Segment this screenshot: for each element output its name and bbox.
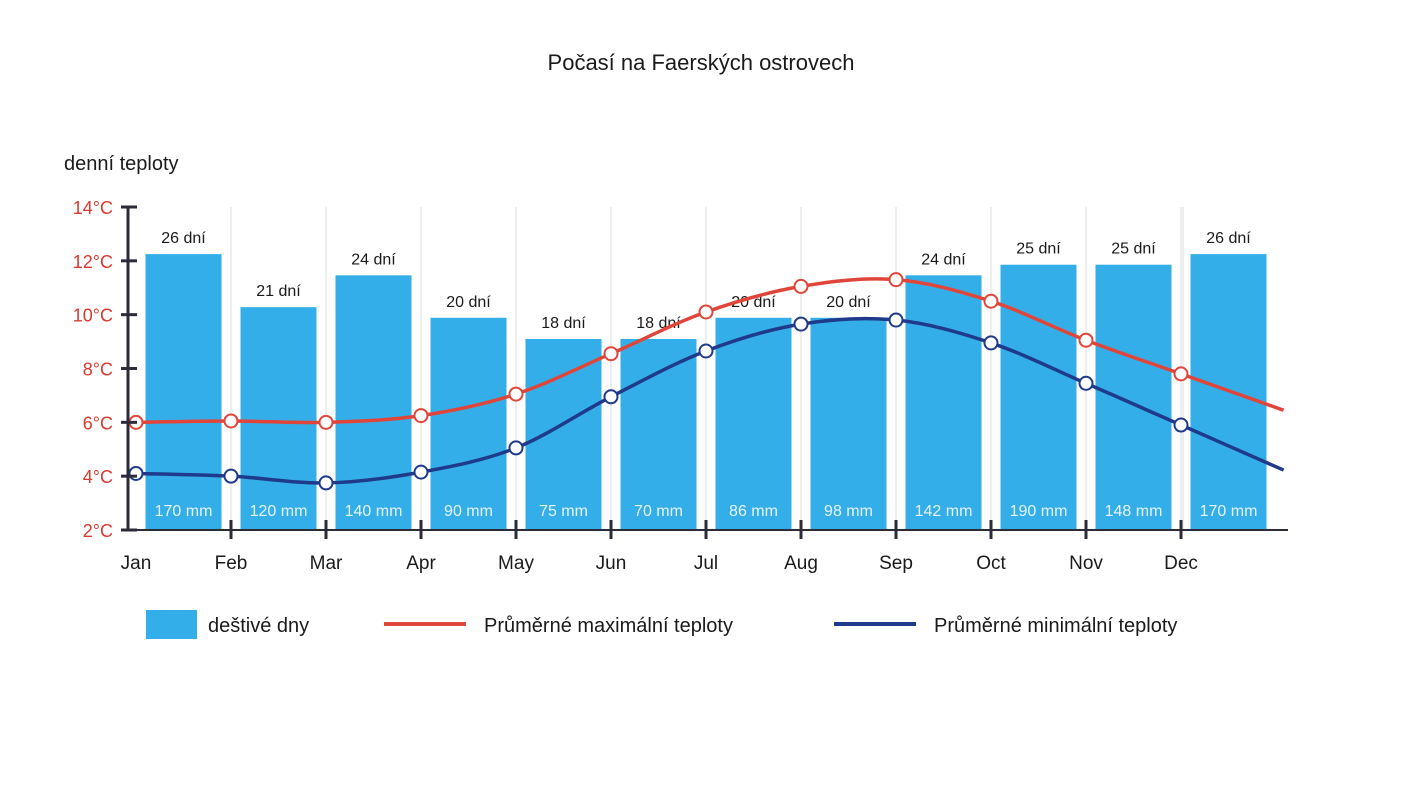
temperature-lines bbox=[128, 272, 1285, 491]
rain-days-label: 20 dní bbox=[446, 294, 491, 311]
x-tick-label: Nov bbox=[1069, 553, 1103, 574]
rain-days-label: 26 dní bbox=[1206, 230, 1251, 247]
precipitation-label: 148 mm bbox=[1105, 503, 1163, 520]
max-temp-point bbox=[223, 413, 239, 429]
min-temp-point bbox=[318, 475, 334, 491]
rain-days-label: 20 dní bbox=[731, 294, 776, 311]
max-temp-point bbox=[603, 346, 619, 362]
x-tick-label: Dec bbox=[1164, 553, 1198, 574]
rain-days-label: 25 dní bbox=[1111, 241, 1156, 258]
x-tick-label: Jun bbox=[596, 553, 627, 574]
precipitation-label: 90 mm bbox=[444, 503, 493, 520]
precipitation-label: 120 mm bbox=[250, 503, 308, 520]
x-tick-label: Feb bbox=[215, 553, 248, 574]
y-tick-label: 10°C bbox=[73, 306, 113, 326]
min-temp-point bbox=[983, 335, 999, 351]
min-temp-point bbox=[1078, 375, 1094, 391]
min-temp-point bbox=[223, 468, 239, 484]
rain-bar bbox=[430, 317, 507, 530]
y-tick-label: 4°C bbox=[83, 467, 113, 487]
rain-days-label: 24 dní bbox=[351, 251, 396, 268]
max-temp-point bbox=[888, 272, 904, 288]
y-tick-label: 8°C bbox=[83, 360, 113, 380]
min-temp-point bbox=[888, 312, 904, 328]
precipitation-label: 140 mm bbox=[345, 503, 403, 520]
rain-bar bbox=[1095, 264, 1172, 530]
min-temp-point bbox=[413, 464, 429, 480]
x-tick-label: May bbox=[498, 553, 534, 574]
rain-bar bbox=[525, 338, 602, 530]
y-tick-label: 6°C bbox=[83, 413, 113, 433]
min-temp-point bbox=[603, 389, 619, 405]
x-tick-label: Aug bbox=[784, 553, 818, 574]
precipitation-label: 86 mm bbox=[729, 503, 778, 520]
legend: deštivé dny Průměrné maximální teploty Prů… bbox=[146, 610, 1177, 639]
precipitation-label: 190 mm bbox=[1010, 503, 1068, 520]
y-tick-label: 12°C bbox=[73, 252, 113, 272]
x-tick-label: Sep bbox=[879, 553, 913, 574]
min-temp-point bbox=[1173, 417, 1189, 433]
rain-bar bbox=[240, 307, 317, 530]
y-tick-label: 14°C bbox=[73, 198, 113, 218]
max-temp-point bbox=[983, 293, 999, 309]
rain-days-label: 20 dní bbox=[826, 294, 871, 311]
max-temp-point bbox=[508, 386, 524, 402]
x-tick-label: Oct bbox=[976, 553, 1006, 574]
rain-bars: 26 dní 170 mm 21 dní 120 mm 24 dní 140 mm 20 d… bbox=[145, 230, 1267, 530]
max-temp-point bbox=[793, 278, 809, 294]
max-temp-point bbox=[698, 304, 714, 320]
x-tick-label: Mar bbox=[310, 553, 343, 574]
legend-rain-swatch bbox=[146, 610, 197, 639]
precipitation-label: 170 mm bbox=[1200, 503, 1258, 520]
rain-bar bbox=[620, 338, 697, 530]
rain-days-label: 25 dní bbox=[1016, 241, 1061, 258]
y-axis-label: denní teploty bbox=[64, 153, 179, 175]
precipitation-label: 98 mm bbox=[824, 503, 873, 520]
x-tick-label: Apr bbox=[406, 553, 436, 574]
rain-days-label: 26 dní bbox=[161, 230, 206, 247]
precipitation-label: 142 mm bbox=[915, 503, 973, 520]
min-temp-point bbox=[508, 440, 524, 456]
max-temp-point bbox=[1173, 366, 1189, 382]
x-tick-label: Jul bbox=[694, 553, 718, 574]
max-temp-point bbox=[413, 408, 429, 424]
rain-bar bbox=[335, 275, 412, 530]
rain-bar bbox=[715, 317, 792, 530]
rain-days-label: 18 dní bbox=[541, 315, 586, 332]
gridlines bbox=[230, 207, 1184, 530]
y-tick-label: 2°C bbox=[83, 521, 113, 541]
precipitation-label: 75 mm bbox=[539, 503, 588, 520]
min-temp-point bbox=[128, 465, 144, 481]
min-temp-point bbox=[793, 316, 809, 332]
axes: 2°C 4°C 6°C 8°C 10°C 12°C 14°C Jan Feb Mar Apr May J… bbox=[73, 198, 1288, 574]
rain-days-label: 21 dní bbox=[256, 283, 301, 300]
legend-rain-label: deštivé dny bbox=[208, 615, 309, 637]
min-temp-point bbox=[698, 343, 714, 359]
rain-bar bbox=[810, 317, 887, 530]
legend-min-label: Průměrné minimální teploty bbox=[934, 615, 1177, 637]
chart-title: Počasí na Faerských ostrovech bbox=[548, 50, 855, 75]
precipitation-label: 170 mm bbox=[155, 503, 213, 520]
rain-bar bbox=[1000, 264, 1077, 530]
legend-max-label: Průměrné maximální teploty bbox=[484, 615, 733, 637]
max-temp-point bbox=[1078, 332, 1094, 348]
rain-bar bbox=[145, 254, 222, 530]
rain-bar bbox=[905, 275, 982, 530]
rain-days-label: 24 dní bbox=[921, 251, 966, 268]
max-temp-point bbox=[318, 414, 334, 430]
precipitation-label: 70 mm bbox=[634, 503, 683, 520]
x-tick-label: Jan bbox=[121, 553, 152, 574]
